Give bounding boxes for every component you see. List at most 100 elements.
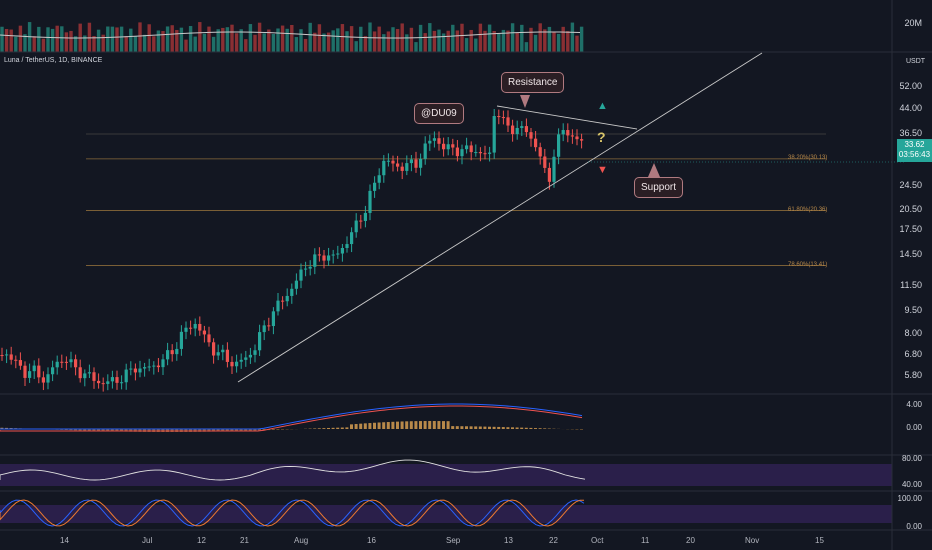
volume-bar xyxy=(520,24,524,52)
author-callout[interactable]: @DU09 xyxy=(414,103,464,124)
candle-body xyxy=(60,361,64,363)
macd-histogram-bar xyxy=(377,422,381,429)
volume-bar xyxy=(313,32,317,52)
macd-histogram-bar xyxy=(5,427,8,429)
volume-bar xyxy=(405,34,409,52)
volume-bar xyxy=(409,27,414,52)
macd-histogram-bar xyxy=(221,429,225,432)
candle-body xyxy=(363,212,367,221)
candle-body xyxy=(152,365,156,367)
volume-bar xyxy=(326,32,331,52)
macd-histogram-bar xyxy=(409,421,413,429)
candle-body xyxy=(428,140,432,144)
candle-body xyxy=(221,349,225,353)
price-tick-label: 5.80 xyxy=(904,370,922,380)
volume-bar xyxy=(0,26,4,52)
volume-bar xyxy=(317,24,322,52)
macd-histogram-bar xyxy=(474,426,478,429)
candle-body xyxy=(580,139,584,141)
volume-bar xyxy=(92,36,96,52)
volume-bar xyxy=(478,23,483,52)
volume-bar xyxy=(294,37,299,52)
macd-histogram-bar xyxy=(313,428,317,429)
macd-histogram-bar xyxy=(363,423,367,429)
volume-bar xyxy=(165,26,170,52)
volume-bar xyxy=(322,33,326,52)
volume-bar xyxy=(193,36,197,52)
candle-body xyxy=(520,126,524,128)
rsi-line xyxy=(0,459,586,481)
candle-body xyxy=(290,288,294,296)
stoch-band xyxy=(0,505,892,523)
stoch-pane xyxy=(0,499,892,527)
price-tick-label: 17.50 xyxy=(899,224,922,235)
candle-body xyxy=(83,373,87,379)
macd-histogram-bar xyxy=(396,421,399,429)
volume-bar xyxy=(349,26,354,52)
macd-histogram-bar xyxy=(138,429,142,432)
macd-histogram-bar xyxy=(386,422,390,429)
volume-bar xyxy=(570,22,575,52)
support-callout[interactable]: Support xyxy=(634,177,684,198)
macd-histogram-bar xyxy=(327,427,330,429)
macd-histogram-bar xyxy=(0,427,4,429)
volume-bar xyxy=(202,33,207,52)
volume-bar xyxy=(257,22,262,52)
volume-bar xyxy=(207,26,211,52)
date-tick-label: 22 xyxy=(549,536,558,545)
price-tick-label: 36.50 xyxy=(899,127,922,138)
volume-bar xyxy=(331,30,335,52)
volume-bar xyxy=(239,29,243,52)
macd-histogram-bar xyxy=(115,429,119,432)
macd-histogram-bar xyxy=(354,424,358,429)
volume-bar xyxy=(377,26,381,52)
candle-body xyxy=(340,247,344,254)
date-tick-label: 20 xyxy=(686,536,695,545)
candle-body xyxy=(377,175,381,183)
volume-bar xyxy=(244,39,248,52)
macd-histogram-bar xyxy=(202,429,206,432)
candle-body xyxy=(304,268,308,270)
volume-bar xyxy=(474,38,478,52)
rsi-pane xyxy=(0,459,892,486)
volume-bar xyxy=(345,31,349,52)
candle-body xyxy=(0,355,4,357)
stoch-d-line xyxy=(0,499,585,527)
candle-body xyxy=(442,143,446,150)
macd-histogram-bar xyxy=(345,427,349,429)
candle-body xyxy=(455,147,459,157)
stoch-k-line xyxy=(0,499,585,527)
candle-body xyxy=(285,295,289,302)
volume-bar xyxy=(464,38,469,52)
volume-bar xyxy=(575,35,579,52)
volume-bar xyxy=(460,23,464,52)
resistance-callout[interactable]: Resistance xyxy=(501,72,565,93)
volume-bar xyxy=(483,30,487,52)
volume-bar xyxy=(524,42,529,52)
volume-bar xyxy=(46,27,50,52)
volume-bar xyxy=(395,29,400,52)
macd-histogram-bar xyxy=(538,428,542,429)
candle-body xyxy=(87,372,91,374)
candle-body xyxy=(414,159,418,168)
macd-histogram-bar xyxy=(359,423,363,429)
macd-histogram-bar xyxy=(216,429,220,432)
macd-line xyxy=(0,403,583,430)
volume-bar xyxy=(9,29,13,52)
candle-body xyxy=(437,138,441,144)
volume-bar xyxy=(382,34,386,52)
macd-histogram-bar xyxy=(170,429,174,432)
date-tick-label: 21 xyxy=(240,536,249,545)
candle-body xyxy=(419,158,423,168)
volume-bar xyxy=(115,27,119,52)
volume-bar xyxy=(336,28,340,52)
volume-bar xyxy=(184,39,188,52)
candle-body xyxy=(373,182,377,191)
volume-bar xyxy=(211,36,216,52)
macd-histogram-bar xyxy=(97,429,100,431)
candle-body xyxy=(74,359,78,368)
candle-body xyxy=(405,163,409,171)
candle-body xyxy=(78,367,82,379)
candle-body xyxy=(189,327,193,329)
